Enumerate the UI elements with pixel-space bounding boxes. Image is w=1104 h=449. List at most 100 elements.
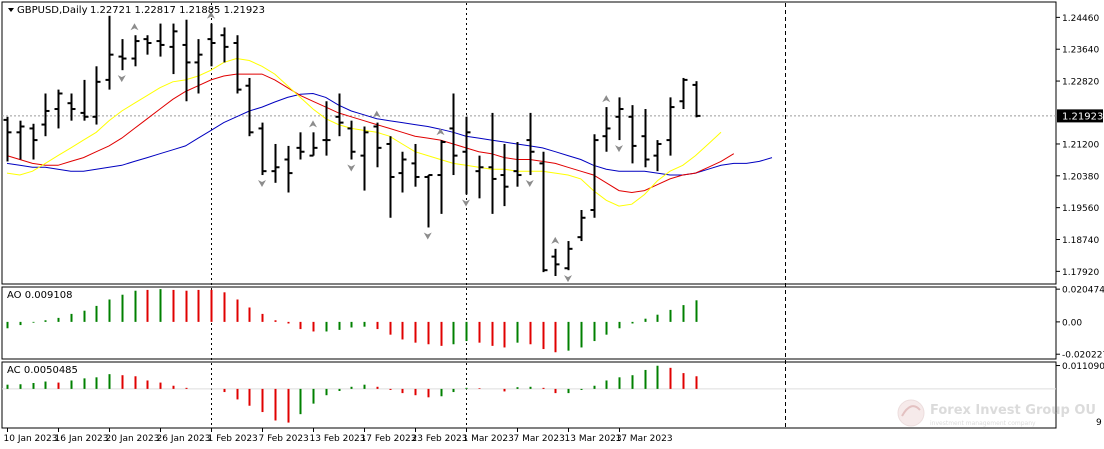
time-tick-label: 17 Feb 2023 [361, 434, 417, 444]
ohlc-bar [551, 248, 560, 277]
ohlc-bar [29, 123, 38, 160]
ao-tick-label: 0.00 [1062, 318, 1082, 328]
ohlc-bar [347, 120, 356, 160]
time-tick-label: 1 Mar 2023 [463, 434, 514, 444]
watermark-logo-icon [897, 399, 925, 427]
fractal-down-icon [462, 199, 470, 207]
ohlc-bar [539, 151, 548, 273]
ac-histogram [6, 365, 698, 423]
current-price-tag [1057, 109, 1103, 123]
ohlc-bar [169, 23, 178, 75]
ac-label: AC 0.0050485 [7, 365, 78, 376]
fractal-down-icon [423, 232, 432, 240]
ohlc-bar [437, 140, 446, 214]
ohlc-bar [80, 79, 89, 121]
time-tick-label: 10 Jan 2023 [4, 434, 58, 444]
price-tick-label: 1.24460 [1062, 14, 1099, 24]
price-tick-label: 1.23640 [1062, 46, 1099, 56]
fractal-up-icon [207, 11, 215, 19]
ohlc-bar [245, 77, 254, 137]
ohlc-bar [615, 97, 624, 141]
ohlc-bar [194, 39, 203, 94]
fractal-up-icon [436, 128, 445, 136]
watermark-tagline: investment management company [930, 420, 1036, 427]
price-tick-label: 1.22820 [1062, 78, 1099, 88]
grid-lines [2, 3, 1056, 428]
ohlc-bar [54, 89, 63, 129]
ohlc-bar [462, 116, 471, 195]
ohlc-bar [309, 132, 318, 157]
ohlc-bar [143, 35, 152, 55]
ohlc-bar [653, 140, 662, 172]
ao-pane[interactable] [1, 286, 1057, 360]
price-tick-label: 1.20380 [1062, 172, 1099, 182]
ohlc-bar [513, 142, 522, 187]
ao-histogram [6, 289, 698, 353]
time-tick-label: 13 Mar 2023 [565, 434, 622, 444]
current-price-label: 1.21923 [1062, 111, 1103, 122]
ohlc-bar [666, 97, 675, 156]
ac-pane[interactable] [1, 361, 1057, 429]
time-tick-label: 26 Jan 2023 [157, 434, 211, 444]
ohlc-bar [628, 105, 637, 164]
price-pane[interactable] [1, 1, 1057, 285]
ohlc-bar [16, 120, 25, 160]
ohlc-bar [3, 116, 12, 162]
ohlc-bar [258, 122, 267, 176]
ohlc-bar [526, 112, 535, 176]
price-tick-label: 1.18740 [1062, 236, 1099, 246]
ohlc-bar [424, 174, 433, 228]
fractal-up-icon [309, 120, 317, 128]
ac-tick-label: 0.0110903 [1062, 362, 1104, 372]
ao-tick-label: 0.020474 [1062, 286, 1104, 296]
ohlc-bar [118, 39, 127, 71]
ohlc-bar [220, 27, 229, 63]
ao-tick-label: -0.020227 [1062, 351, 1104, 361]
ohlc-bar [398, 151, 407, 193]
ohlc-label: 1.22721 1.22817 1.21885 1.21923 [90, 5, 265, 16]
ohlc-bar [373, 122, 382, 168]
watermark-logo-swoosh-icon [901, 405, 921, 417]
time-tick-label: 23 Feb 2023 [412, 434, 468, 444]
ohlc-bar [360, 126, 369, 191]
fractals [117, 11, 623, 283]
ohlc-bar [233, 35, 242, 94]
ac-axis-cut-label: 9 [1096, 418, 1102, 428]
fractal-down-icon [117, 75, 126, 83]
ohlc-bar [156, 23, 165, 57]
time-tick-label: 1 Feb 2023 [208, 434, 258, 444]
ohlc-bar [322, 101, 331, 156]
ohlc-bar [92, 66, 101, 125]
ohlc-bar [602, 107, 611, 152]
price-tick-label: 1.17920 [1062, 268, 1099, 278]
ohlc-bar [296, 132, 305, 160]
fractal-down-icon [615, 145, 623, 153]
time-tick-label: 20 Jan 2023 [106, 434, 160, 444]
ohlc-bar [641, 109, 650, 168]
ma-slow-line [6, 92, 773, 176]
fractal-down-icon [525, 180, 534, 188]
ohlc-bar [131, 35, 140, 67]
fractal-down-icon [258, 180, 266, 188]
ohlc-bar [182, 19, 191, 102]
time-tick-label: 13 Feb 2023 [310, 434, 366, 444]
fractal-up-icon [551, 236, 560, 244]
ohlc-bar [105, 15, 114, 90]
ohlc-bar [577, 209, 586, 242]
ohlc-bar [590, 134, 599, 218]
fractal-up-icon [372, 110, 381, 118]
time-tick-label: 16 Jan 2023 [55, 434, 109, 444]
time-tick-label: 7 Feb 2023 [259, 434, 309, 444]
ohlc-bar [284, 145, 293, 193]
ohlc-bar [411, 143, 420, 187]
fractal-up-icon [130, 23, 139, 31]
collapse-triangle-icon[interactable] [8, 8, 14, 12]
ohlc-bar [500, 143, 509, 207]
time-tick-label: 7 Mar 2023 [514, 434, 565, 444]
price-tick-label: 1.19560 [1062, 204, 1099, 214]
price-axis: 1.24460 1.23640 1.22820 1.21200 1.20380 1.195… [1056, 14, 1104, 372]
fractal-down-icon [347, 164, 356, 172]
ohlc-bar [564, 241, 573, 271]
fractal-up-icon [602, 95, 611, 103]
